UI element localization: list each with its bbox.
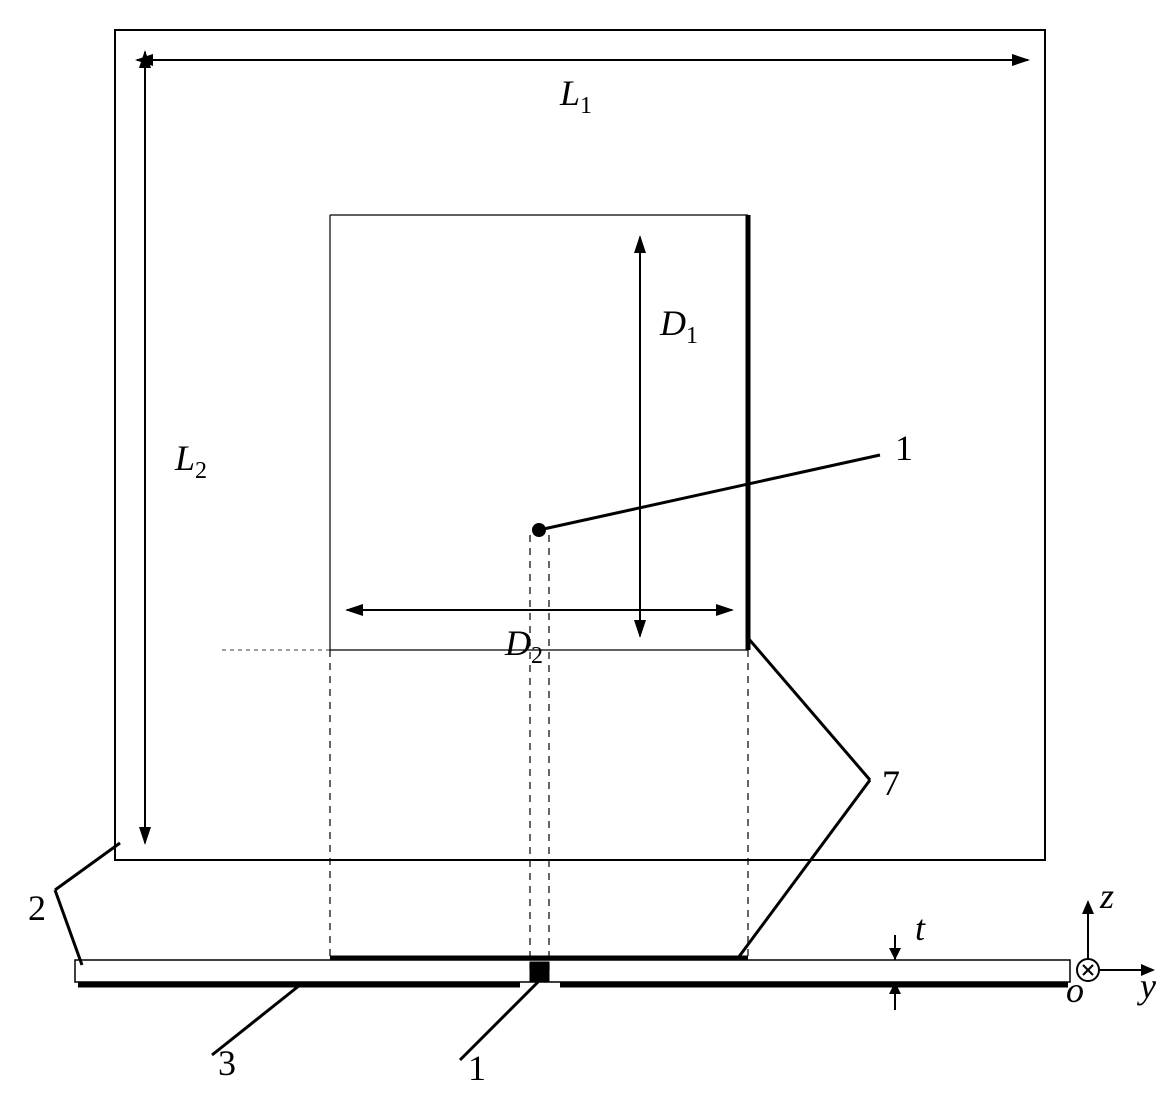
- svg-text:y: y: [1137, 966, 1156, 1006]
- diagram-svg: L1 L2 D1 D2 t 1 7 2 3 1 y z o: [0, 0, 1162, 1103]
- diagram-stage: L1 L2 D1 D2 t 1 7 2 3 1 y z o: [0, 0, 1162, 1103]
- svg-text:2: 2: [28, 888, 46, 928]
- svg-text:t: t: [915, 908, 926, 948]
- svg-text:D2: D2: [504, 623, 543, 669]
- svg-text:z: z: [1099, 876, 1114, 916]
- svg-text:7: 7: [882, 763, 900, 803]
- svg-text:o: o: [1066, 970, 1084, 1010]
- svg-text:D1: D1: [659, 303, 698, 349]
- svg-text:L1: L1: [559, 73, 592, 119]
- svg-text:1: 1: [468, 1048, 486, 1088]
- svg-text:1: 1: [895, 428, 913, 468]
- svg-text:L2: L2: [174, 438, 207, 484]
- svg-text:3: 3: [218, 1043, 236, 1083]
